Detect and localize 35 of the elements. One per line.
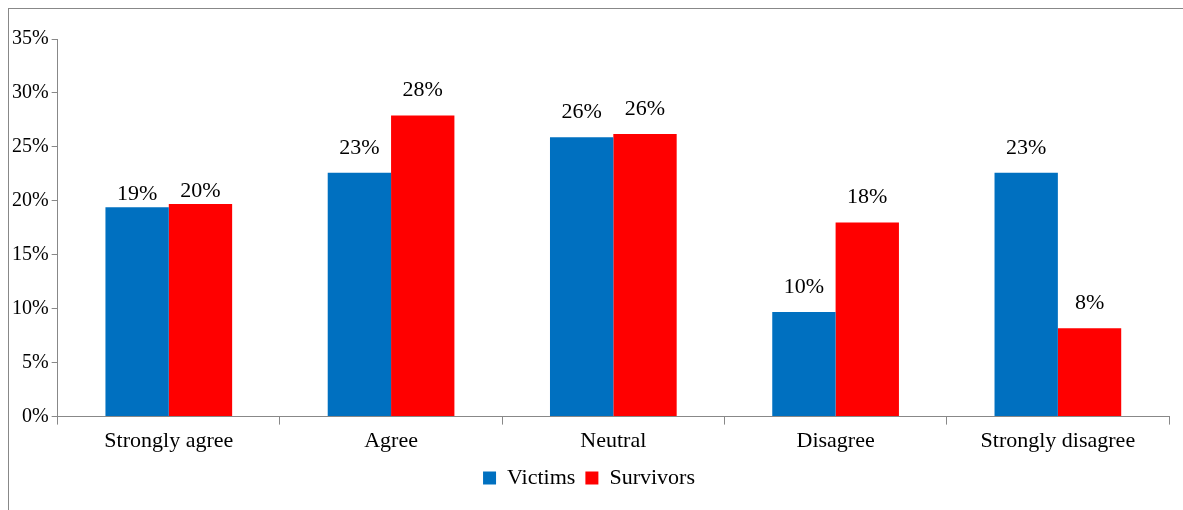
bar: [994, 172, 1058, 417]
y-tick-label: 30%: [11, 80, 49, 103]
y-tick-label: 20%: [11, 188, 49, 211]
x-tick-label: Strongly agree: [104, 426, 234, 452]
x-tick-label: Disagree: [796, 426, 875, 452]
legend-label: Survivors: [609, 463, 695, 489]
bar: [168, 204, 233, 417]
y-tick-label: 15%: [11, 242, 49, 265]
x-tick-label: Neutral: [580, 426, 647, 452]
data-label: 23%: [339, 133, 380, 159]
y-tick-label: 0%: [21, 403, 49, 426]
bar: [613, 133, 677, 417]
data-label: 20%: [180, 176, 221, 202]
x-tick-label: Agree: [364, 426, 418, 452]
bar: [105, 207, 169, 417]
bar: [1057, 328, 1122, 417]
y-tick-label: 25%: [11, 134, 49, 157]
data-label: 8%: [1074, 288, 1105, 314]
data-label: 19%: [116, 180, 158, 206]
y-tick-label: 35%: [11, 26, 49, 49]
bar: [772, 311, 836, 417]
data-label: 10%: [783, 272, 825, 298]
x-tick-label: Strongly disagree: [980, 426, 1136, 452]
data-label: 26%: [561, 97, 602, 123]
bar: [391, 115, 455, 417]
data-label: 28%: [402, 76, 443, 102]
y-tick-label: 10%: [11, 295, 49, 318]
data-label: 26%: [624, 94, 666, 120]
bar: [549, 137, 614, 417]
data-label: 23%: [1006, 133, 1047, 159]
bar: [835, 222, 899, 417]
bar: [327, 172, 392, 417]
data-label: 18%: [847, 183, 888, 209]
legend-label: Victims: [507, 463, 576, 489]
y-tick-label: 5%: [21, 349, 49, 372]
